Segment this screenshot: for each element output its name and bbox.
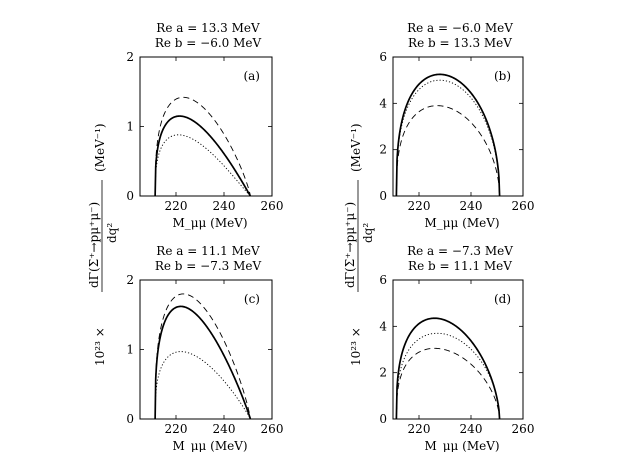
y-tick-label: 1 <box>126 343 134 357</box>
series-solid-line <box>154 115 252 197</box>
plot-frame <box>392 279 524 420</box>
series-solid-line <box>154 305 252 420</box>
ylabel-prefix: 10²³ × <box>93 327 107 366</box>
plot-frame <box>392 56 524 197</box>
y-tick-label: 2 <box>126 50 134 64</box>
param-re-b: Re b = 13.3 MeV <box>408 36 512 50</box>
y-tick-label: 2 <box>379 366 387 380</box>
ylabel-numerator-right: dΓ(Σ⁺→pμ⁺μ⁻) <box>343 202 357 288</box>
series-dashed-line <box>395 347 501 420</box>
x-tick-label: 220 <box>165 199 188 213</box>
y-tick-label: 0 <box>379 189 387 203</box>
param-re-a: Re a = −6.0 MeV <box>407 21 513 35</box>
series-dashed-line <box>154 96 251 197</box>
x-tick-label: 260 <box>512 199 535 213</box>
series-dotted-line <box>154 351 251 420</box>
ylabel-denominator-right: dq² <box>361 223 375 243</box>
series-dotted-line <box>395 332 501 420</box>
series-dashed-line <box>154 293 251 420</box>
panel-label: (d) <box>494 292 511 306</box>
x-tick-label: 240 <box>213 199 236 213</box>
ylabel-denominator: dq² <box>105 223 119 243</box>
x-tick-label: 240 <box>213 422 236 436</box>
param-re-b: Re b = −6.0 MeV <box>155 36 262 50</box>
ylabel-numerator: dΓ(Σ⁺→pμ⁺μ⁻) <box>87 202 101 288</box>
series-dotted-line <box>154 134 251 197</box>
x-tick-label: 220 <box>165 422 188 436</box>
param-re-a: Re a = 13.3 MeV <box>156 21 260 35</box>
panel-label: (b) <box>494 69 511 83</box>
param-re-a: Re a = −7.3 MeV <box>407 244 513 258</box>
ylabel-unit: (MeV⁻¹) <box>93 123 107 172</box>
series-dashed-line <box>395 105 501 197</box>
x-tick-label: 260 <box>512 422 535 436</box>
series-solid-line <box>395 317 501 420</box>
param-re-b: Re b = −7.3 MeV <box>155 259 262 273</box>
y-tick-label: 0 <box>379 412 387 426</box>
y-tick-label: 0 <box>126 412 134 426</box>
panel-label: (c) <box>244 292 260 306</box>
x-axis-label: M_μμ (MeV) <box>172 216 247 230</box>
param-re-a: Re a = 11.1 MeV <box>156 244 260 258</box>
panel-label: (a) <box>243 69 260 83</box>
series-solid-line <box>395 73 501 197</box>
y-tick-label: 0 <box>126 189 134 203</box>
ylabel-prefix-right: 10²³ × <box>349 327 363 366</box>
x-axis-label: M_μμ (MeV) <box>424 216 499 230</box>
shared-ylabel: 10²³ × dΓ(Σ⁺→pμ⁺μ⁻) dq² (MeV⁻¹) <box>87 123 119 366</box>
shared-ylabel-right: 10²³ × dΓ(Σ⁺→pμ⁺μ⁻) dq² (MeV⁻¹) <box>343 123 375 366</box>
x-tick-label: 240 <box>460 422 483 436</box>
y-tick-label: 2 <box>379 143 387 157</box>
y-tick-label: 4 <box>379 319 387 333</box>
series-dotted-line <box>395 79 501 197</box>
y-tick-label: 6 <box>379 50 387 64</box>
param-re-b: Re b = 11.1 MeV <box>408 259 512 273</box>
x-axis-label: M_μμ (MeV) <box>424 439 499 452</box>
x-tick-label: 260 <box>261 199 284 213</box>
y-tick-label: 1 <box>126 120 134 134</box>
y-tick-label: 4 <box>379 96 387 110</box>
y-tick-label: 6 <box>379 273 387 287</box>
x-tick-label: 220 <box>408 422 431 436</box>
y-tick-label: 2 <box>126 273 134 287</box>
x-tick-label: 260 <box>261 422 284 436</box>
x-tick-label: 240 <box>460 199 483 213</box>
x-axis-label: M_μμ (MeV) <box>172 439 247 452</box>
ylabel-unit-right: (MeV⁻¹) <box>349 123 363 172</box>
x-tick-label: 220 <box>408 199 431 213</box>
